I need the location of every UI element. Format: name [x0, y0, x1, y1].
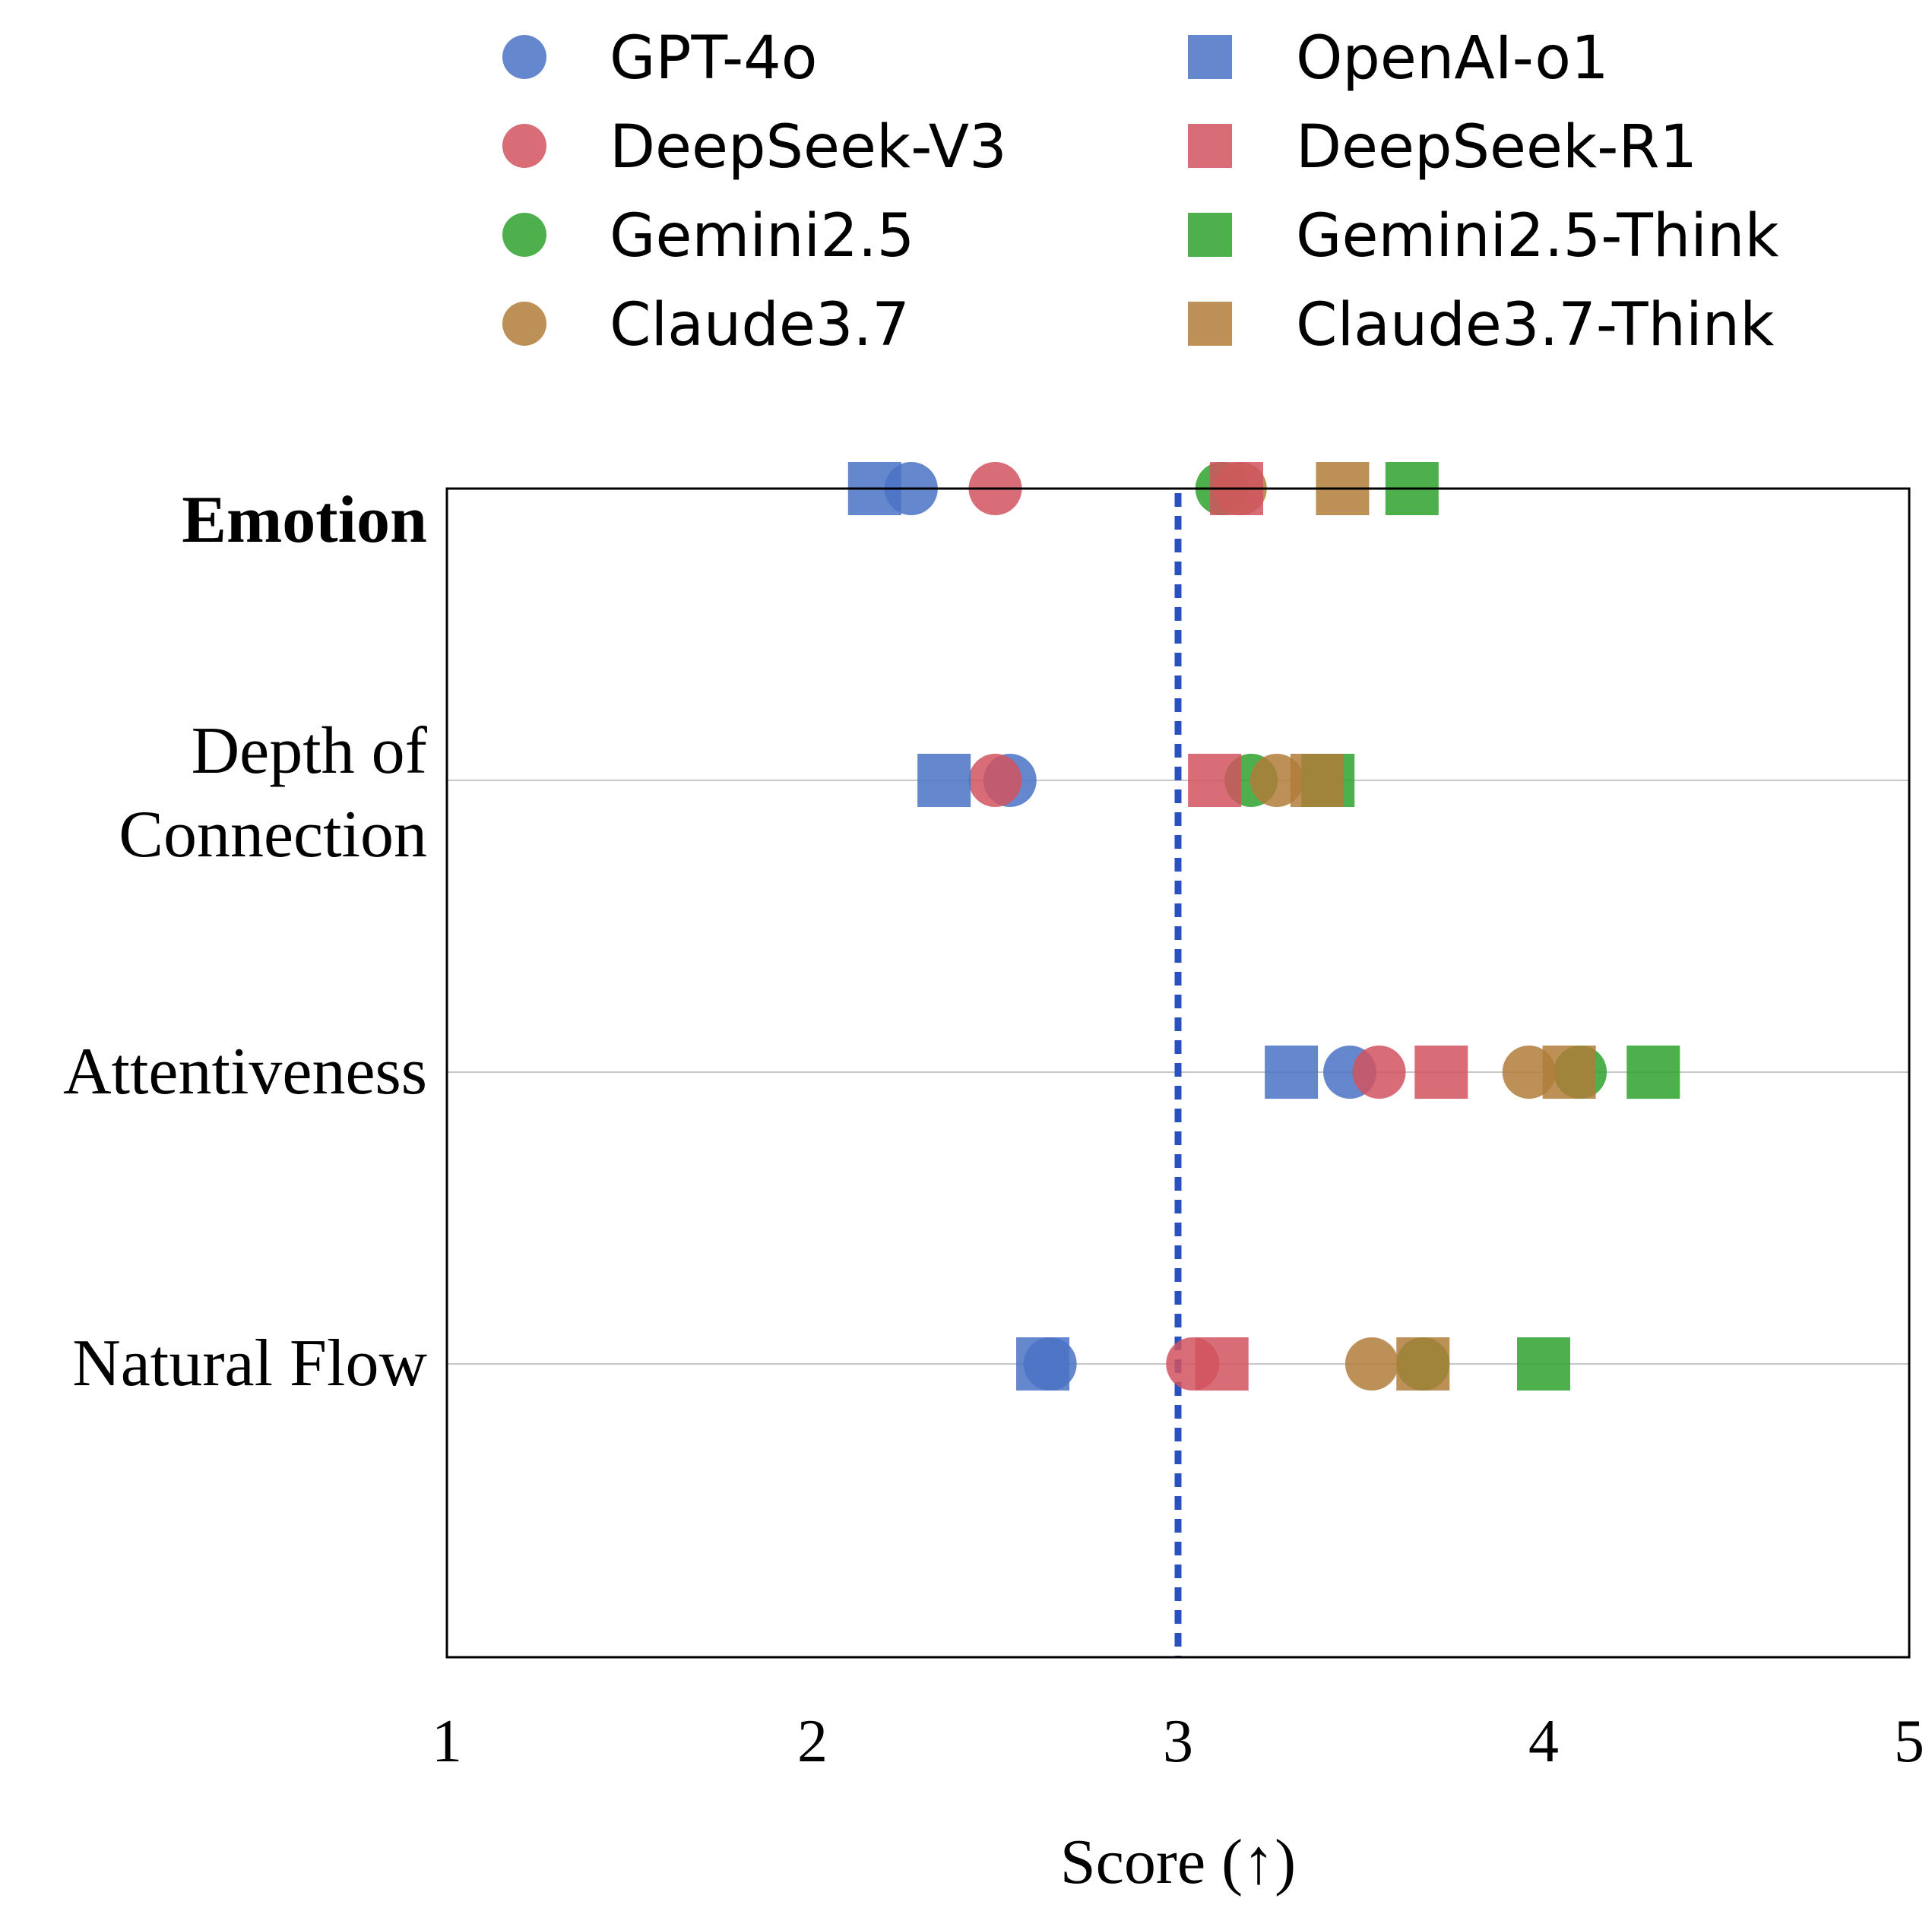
openai-o1-point-attentiveness — [1265, 1046, 1319, 1099]
category-label-depth-of-connection-line-2: Connection — [119, 798, 427, 872]
legend-claude3-7-label: Claude3.7 — [610, 291, 910, 359]
category-label-emotion: Emotion — [182, 483, 427, 557]
x-tick-4: 4 — [1528, 1708, 1559, 1775]
x-tick-5: 5 — [1894, 1708, 1924, 1775]
legend-deepseek-r1-marker — [1188, 124, 1232, 168]
claude3-7-point-attentiveness — [1502, 1046, 1556, 1099]
x-tick-1: 1 — [432, 1708, 462, 1775]
legend-deepseek-r1-label: DeepSeek-R1 — [1296, 113, 1697, 182]
category-labels: Emotion Depth of Connection Attentiveness Na… — [63, 483, 428, 1400]
legend-gemini2-5-label: Gemini2.5 — [610, 202, 914, 271]
data-points — [847, 462, 1680, 1391]
category-label-attentiveness: Attentiveness — [63, 1035, 427, 1109]
legend-claude3-7-think-marker — [1188, 302, 1232, 346]
claude3-7-point-natural-flow — [1344, 1337, 1398, 1391]
legend-claude3-7-marker — [502, 302, 546, 346]
deepseek-r1-point-attentiveness — [1414, 1046, 1468, 1099]
gemini2-5-think-point-natural-flow — [1517, 1337, 1570, 1391]
claude3-7-think-point-natural-flow — [1396, 1337, 1450, 1391]
legend: GPT-4o DeepSeek-V3 Gemini2.5 Claude3.7 OpenA… — [502, 24, 1779, 359]
legend-gemini2-5-think-label: Gemini2.5-Think — [1296, 202, 1779, 271]
x-tick-2: 2 — [797, 1708, 828, 1775]
x-tick-labels: 1 2 3 4 5 — [432, 1708, 1924, 1775]
claude3-7-point-depth-of-connection — [1249, 754, 1303, 807]
deepseek-v3-point-attentiveness — [1352, 1046, 1406, 1099]
plot-frame — [445, 487, 1911, 1659]
gemini2-5-think-point-attentiveness — [1626, 1046, 1680, 1099]
deepseek-r1-point-natural-flow — [1195, 1337, 1249, 1391]
deepseek-v3-point-depth-of-connection — [968, 754, 1022, 807]
legend-gemini2-5-marker — [502, 213, 546, 257]
category-label-natural-flow: Natural Flow — [72, 1327, 427, 1400]
category-label-depth-of-connection-line-1: Depth of — [192, 714, 428, 788]
openai-o1-point-depth-of-connection — [917, 754, 971, 807]
legend-deepseek-v3-marker — [502, 124, 546, 168]
deepseek-r1-point-depth-of-connection — [1188, 754, 1242, 807]
legend-gpt-4o-marker — [502, 35, 546, 79]
claude3-7-think-point-depth-of-connection — [1290, 754, 1344, 807]
x-axis-title: Score (↑) — [1060, 1827, 1296, 1897]
openai-o1-point-natural-flow — [1016, 1337, 1070, 1391]
legend-openai-o1-marker — [1188, 35, 1232, 79]
legend-deepseek-v3-label: DeepSeek-V3 — [610, 113, 1007, 182]
legend-openai-o1-label: OpenAI-o1 — [1296, 24, 1609, 93]
legend-claude3-7-think-label: Claude3.7-Think — [1296, 291, 1774, 359]
x-tick-3: 3 — [1163, 1708, 1193, 1775]
legend-gpt-4o-label: GPT-4o — [610, 24, 817, 93]
legend-gemini2-5-think-marker — [1188, 213, 1232, 257]
claude3-7-think-point-attentiveness — [1542, 1046, 1596, 1099]
